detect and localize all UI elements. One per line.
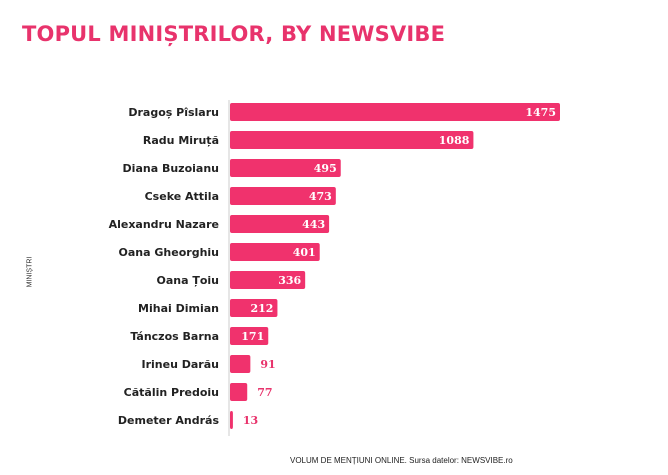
bar xyxy=(230,383,248,401)
category-label: Oana Țoiu xyxy=(156,274,219,287)
category-label: Oana Gheorghiu xyxy=(119,246,219,259)
category-label: Dragoș Pîslaru xyxy=(128,106,219,119)
category-label: Demeter András xyxy=(118,414,220,427)
category-label: Cătălin Predoiu xyxy=(124,386,219,399)
chart-title: TOPUL MINIȘTRILOR, BY NEWSVIBE xyxy=(22,22,446,46)
value-label: 212 xyxy=(250,302,273,315)
category-label: Irineu Darău xyxy=(142,358,219,371)
bar xyxy=(230,187,336,205)
bars-group: Dragoș Pîslaru 1475 Radu Miruță 1088 Diana B… xyxy=(109,103,560,429)
bar xyxy=(230,215,330,233)
value-label: 13 xyxy=(243,414,258,427)
bar xyxy=(230,355,251,373)
bar xyxy=(230,131,474,149)
value-label: 336 xyxy=(278,274,301,287)
value-label: 1088 xyxy=(439,134,470,147)
bar xyxy=(230,299,278,317)
bar xyxy=(230,411,233,429)
bar xyxy=(230,327,269,345)
category-label: Diana Buzoianu xyxy=(123,162,219,175)
source-note: VOLUM DE MENȚIUNI ONLINE. Sursa datelor:… xyxy=(290,456,513,465)
bar xyxy=(230,271,306,289)
category-label: Mihai Dimian xyxy=(138,302,219,315)
category-label: Alexandru Nazare xyxy=(109,218,219,231)
value-label: 171 xyxy=(241,330,264,343)
value-label: 1475 xyxy=(525,106,556,119)
bar-chart: Dragoș Pîslaru 1475 Radu Miruță 1088 Diana B… xyxy=(109,100,560,436)
category-label: Tánczos Barna xyxy=(130,330,219,343)
value-label: 401 xyxy=(293,246,316,259)
value-label: 495 xyxy=(314,162,337,175)
value-label: 91 xyxy=(260,358,275,371)
value-label: 443 xyxy=(302,218,325,231)
value-label: 77 xyxy=(257,386,272,399)
category-label: Cseke Attila xyxy=(145,190,219,203)
category-label: Radu Miruță xyxy=(143,134,219,147)
value-label: 473 xyxy=(309,190,332,203)
bar xyxy=(230,103,560,121)
bar xyxy=(230,159,341,177)
bar xyxy=(230,243,320,261)
